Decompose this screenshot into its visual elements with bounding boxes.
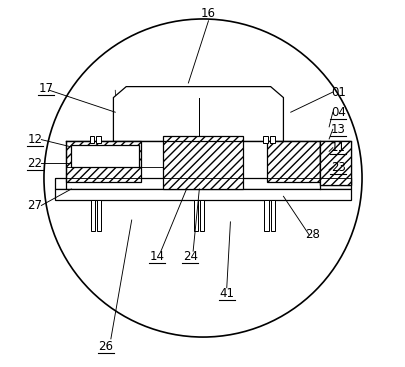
Bar — [264, 200, 268, 231]
Bar — [91, 200, 95, 231]
Bar — [193, 200, 198, 231]
Bar — [270, 200, 274, 231]
Text: 13: 13 — [330, 123, 345, 136]
Bar — [162, 136, 243, 189]
Bar — [55, 189, 350, 200]
Bar — [96, 136, 101, 142]
Text: 14: 14 — [149, 250, 164, 263]
Bar — [66, 141, 141, 182]
Bar — [97, 200, 101, 231]
Bar — [269, 136, 274, 142]
Text: 16: 16 — [200, 7, 215, 20]
Bar — [266, 141, 319, 182]
Bar — [200, 200, 204, 231]
Text: 41: 41 — [219, 287, 234, 300]
Text: 01: 01 — [330, 86, 345, 99]
Text: 23: 23 — [330, 160, 345, 174]
Text: 24: 24 — [182, 250, 197, 263]
Bar — [319, 141, 350, 185]
Text: 12: 12 — [27, 133, 42, 146]
Bar — [90, 136, 94, 142]
Text: 17: 17 — [38, 82, 53, 95]
Bar — [319, 141, 350, 185]
Text: 22: 22 — [27, 157, 42, 170]
Bar — [55, 178, 350, 189]
Text: 26: 26 — [98, 340, 113, 353]
Bar — [71, 145, 139, 167]
Text: 04: 04 — [330, 106, 345, 119]
Text: 28: 28 — [305, 228, 319, 241]
Polygon shape — [113, 87, 283, 141]
Text: 27: 27 — [27, 199, 42, 212]
Bar — [263, 136, 267, 142]
Text: 11: 11 — [330, 141, 345, 154]
